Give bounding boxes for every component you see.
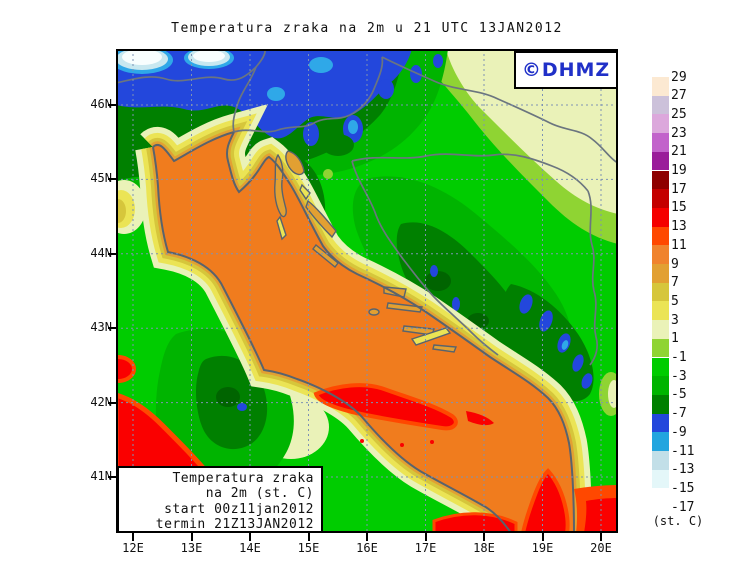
legend-color-box (652, 133, 669, 152)
legend-unit-label: (st. C) (652, 514, 704, 528)
lon-tick (190, 533, 193, 541)
legend-value-label: -13 (671, 462, 695, 478)
lon-tick (132, 533, 134, 541)
legend-color-box (652, 394, 669, 414)
lon-tick (483, 533, 485, 541)
lon-tick (307, 533, 310, 541)
lon-tick (541, 533, 544, 541)
lat-label: 45N (90, 171, 112, 185)
terrain-flecks (173, 140, 618, 416)
legend-color-box (652, 114, 669, 134)
legend-value-label: 13 (671, 219, 687, 235)
lat-tick (108, 402, 116, 404)
legend-color-box (652, 189, 669, 208)
run-info-line: Temperatura zraka (172, 471, 314, 486)
run-info-line: na 2m (st. C) (205, 486, 314, 502)
run-info-line: start 00z11jan2012 (164, 501, 314, 517)
map-frame (116, 49, 618, 533)
legend-color-box (652, 376, 669, 395)
legend-color-box (652, 413, 669, 433)
graticule-grid (116, 49, 618, 533)
lat-label: 44N (90, 246, 112, 260)
legend-color-box (652, 469, 669, 489)
lon-label: 20E (590, 541, 612, 555)
legend-color-box (652, 264, 669, 283)
legend-value-label: 3 (671, 312, 679, 328)
legend-value-label: 19 (671, 163, 687, 178)
legend-color-box (652, 245, 669, 264)
legend-value-label: -17 (671, 499, 695, 515)
country-borders (116, 49, 618, 366)
legend-value-label: 1 (671, 331, 679, 347)
legend-value-label: -1 (671, 350, 687, 365)
legend-value-label: -15 (671, 480, 695, 496)
lat-tick (108, 178, 116, 180)
legend-color-box (652, 338, 669, 358)
lat-tick (108, 104, 116, 106)
lon-label: 18E (473, 541, 495, 555)
legend-value-label: -11 (671, 443, 695, 459)
legend-color-box (652, 151, 669, 171)
montenegro-cold-spots (503, 284, 594, 402)
legend-color-box (652, 432, 669, 451)
lat-label: 46N (90, 97, 112, 111)
legend-value-label: -5 (671, 387, 687, 403)
legend-value-label: 27 (671, 88, 687, 104)
lon-label: 19E (531, 541, 554, 555)
legend-value-label: -3 (671, 368, 687, 384)
lon-label: 14E (239, 541, 261, 555)
legend-value-label: 11 (671, 237, 687, 253)
legend-value-label: -9 (671, 424, 687, 440)
lon-label: 17E (414, 541, 437, 555)
lon-label: 13E (180, 541, 203, 555)
legend-color-box (652, 207, 669, 227)
temperature-field-map (116, 49, 618, 533)
legend-value-label: 25 (671, 106, 687, 122)
lon-label: 15E (297, 541, 320, 555)
lat-tick (108, 253, 116, 255)
pannonia-mild-region (411, 49, 618, 244)
legend-value-label: 17 (671, 181, 687, 197)
legend-value-label: 7 (671, 275, 679, 291)
legend-color-box (652, 282, 669, 302)
dalmatian-islands (274, 150, 457, 353)
lon-label: 16E (356, 541, 378, 555)
run-info-box: Temperatura zraka na 2m (st. C) start 00z1… (117, 466, 323, 533)
legend-value-label: 21 (671, 144, 687, 160)
legend-color-box (652, 170, 669, 190)
lat-tick (108, 327, 116, 329)
legend-value-label: 15 (671, 200, 687, 216)
legend-value-label: 5 (671, 293, 679, 309)
lon-tick (424, 533, 427, 541)
lon-tick (249, 533, 251, 541)
coastlines (152, 130, 575, 533)
legend-value-label: 23 (671, 125, 687, 141)
map-title: Temperatura zraka na 2m u 21 UTC 13JAN20… (171, 21, 563, 36)
lat-label: 41N (90, 469, 112, 483)
lat-label: 42N (90, 395, 112, 409)
lon-label: 12E (122, 541, 144, 555)
lat-tick (108, 476, 116, 478)
lon-tick (366, 533, 368, 541)
dhmz-logo-text: ©DHMZ (521, 59, 611, 81)
legend-color-box (652, 357, 669, 377)
legend-color-box (652, 95, 669, 115)
run-info-line: termin 21Z13JAN2012 (155, 517, 314, 533)
legend-color-box (652, 301, 669, 321)
legend-color-box (652, 226, 669, 246)
legend-color-box (652, 77, 669, 96)
legend-color-box (652, 451, 669, 470)
legend-value-label: 9 (671, 256, 679, 272)
legend-color-box (652, 488, 669, 508)
legend-color-box (652, 320, 669, 339)
legend-value-label: 29 (671, 69, 687, 85)
dhmz-logo: ©DHMZ (514, 51, 618, 89)
legend-value-label: -7 (671, 406, 687, 422)
po-valley-warm-pocket (116, 180, 146, 234)
lon-tick (600, 533, 602, 541)
lat-label: 43N (90, 320, 112, 334)
